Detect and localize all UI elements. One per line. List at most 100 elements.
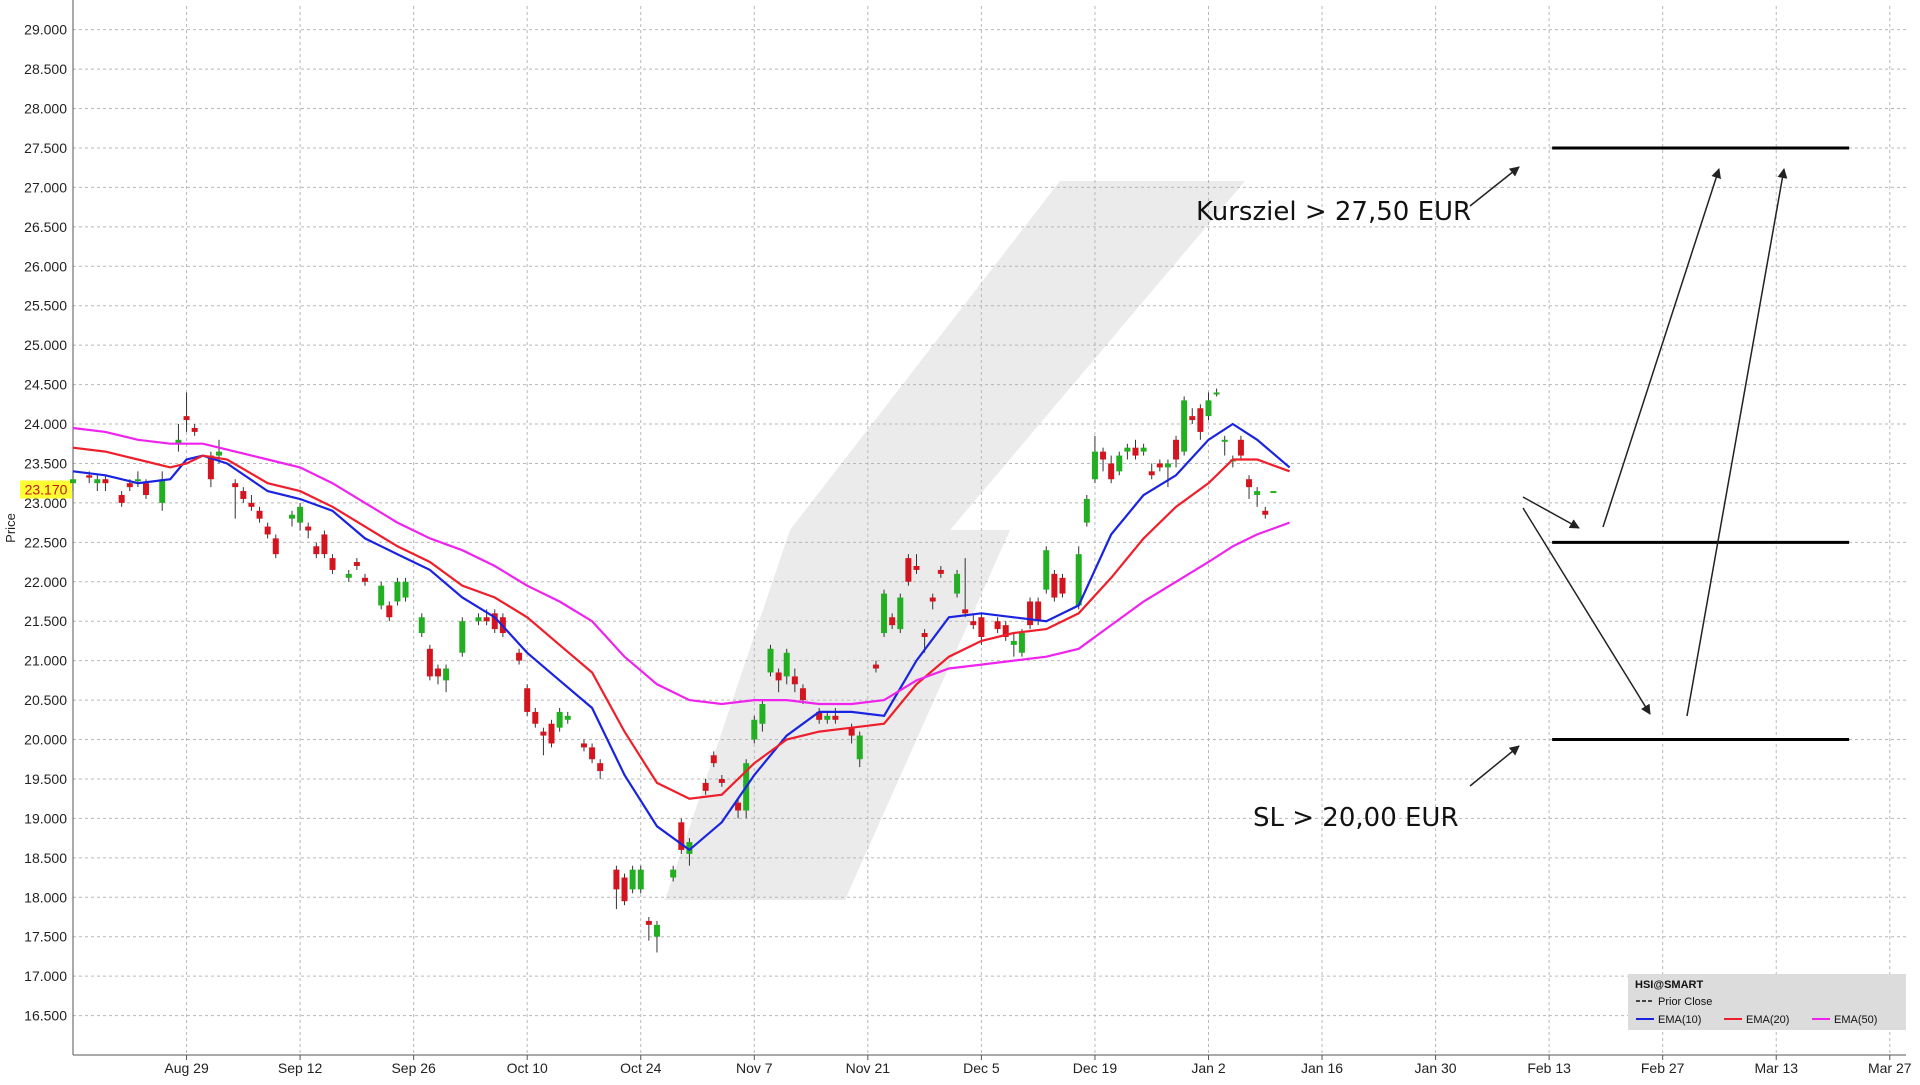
candle bbox=[426, 644, 433, 681]
series-line-ema50 bbox=[72, 426, 1290, 706]
candle-body bbox=[799, 688, 806, 701]
y-tick-label: 27.500 bbox=[24, 140, 67, 156]
legend-item-ema20: EMA(20) bbox=[1746, 1014, 1789, 1026]
candle bbox=[783, 648, 790, 685]
y-tick-label: 22.000 bbox=[24, 574, 67, 590]
x-tick-label: Jan 30 bbox=[1415, 1060, 1457, 1076]
candle-body bbox=[70, 479, 76, 484]
candle bbox=[305, 522, 312, 539]
y-tick-label: 26.000 bbox=[24, 258, 67, 274]
x-tick-label: Dec 19 bbox=[1073, 1060, 1118, 1076]
candle-body bbox=[1270, 491, 1277, 494]
candle-body bbox=[832, 715, 839, 720]
candle bbox=[678, 818, 685, 854]
candle-body bbox=[1100, 451, 1107, 460]
candle-body bbox=[321, 534, 328, 555]
candle bbox=[1010, 633, 1017, 657]
y-tick-label: 25.000 bbox=[24, 337, 67, 353]
candle-body bbox=[1051, 573, 1058, 598]
candle-body bbox=[288, 514, 295, 519]
y-tick-label: 17.500 bbox=[24, 929, 67, 945]
candle bbox=[589, 743, 596, 764]
candle-body bbox=[645, 920, 652, 925]
candle-body bbox=[394, 581, 401, 602]
y-tick-label: 20.000 bbox=[24, 732, 67, 748]
candle-body bbox=[475, 617, 482, 622]
candle-body bbox=[102, 479, 109, 484]
watermark-shape bbox=[665, 181, 1245, 900]
candle bbox=[232, 479, 239, 519]
candle bbox=[94, 475, 101, 492]
candle bbox=[443, 664, 450, 693]
candle bbox=[402, 577, 409, 602]
candle bbox=[751, 715, 758, 744]
y-tick-label: 24.000 bbox=[24, 416, 67, 432]
candle-body bbox=[702, 782, 709, 791]
candle bbox=[1051, 569, 1058, 602]
legend-item-ema10: EMA(10) bbox=[1658, 1014, 1701, 1026]
x-tick-label: Feb 13 bbox=[1527, 1060, 1571, 1076]
candle-body bbox=[1173, 439, 1180, 460]
candle bbox=[1173, 435, 1180, 468]
x-tick-label: Jan 2 bbox=[1191, 1060, 1225, 1076]
candle-body bbox=[897, 597, 904, 630]
candle bbox=[175, 424, 182, 452]
candle bbox=[1246, 475, 1253, 499]
x-tick-label: Nov 21 bbox=[846, 1060, 891, 1076]
candle-body bbox=[418, 617, 425, 634]
candle bbox=[670, 865, 677, 882]
candle-body bbox=[564, 715, 571, 720]
candle bbox=[1270, 491, 1277, 494]
candle bbox=[799, 684, 806, 705]
candle bbox=[1156, 459, 1163, 472]
stop-loss-annotation: SL > 20,00 EUR bbox=[1253, 803, 1459, 833]
arrow bbox=[1469, 745, 1520, 787]
candle bbox=[394, 577, 401, 606]
candle bbox=[775, 668, 782, 693]
candle-body bbox=[1221, 439, 1228, 442]
candle-body bbox=[1035, 601, 1042, 622]
candle bbox=[1205, 392, 1212, 421]
candle bbox=[816, 707, 823, 724]
candle-body bbox=[889, 617, 896, 626]
candle-body bbox=[532, 711, 539, 724]
legend-prior-close: Prior Close bbox=[1658, 996, 1712, 1008]
y-tick-label: 20.500 bbox=[24, 692, 67, 708]
candle bbox=[1116, 451, 1123, 476]
candle-body bbox=[142, 483, 149, 496]
candle-body bbox=[524, 688, 531, 712]
candle bbox=[118, 491, 125, 507]
candle-body bbox=[361, 577, 368, 582]
candle bbox=[1108, 455, 1115, 484]
candle bbox=[1181, 396, 1188, 456]
candle bbox=[970, 613, 977, 630]
candle-body bbox=[580, 743, 587, 748]
candles bbox=[70, 388, 1277, 953]
y-tick-label: 23.500 bbox=[24, 455, 67, 471]
candle-body bbox=[1181, 400, 1188, 452]
candle-body bbox=[678, 822, 685, 850]
candle-body bbox=[1140, 447, 1147, 452]
candle bbox=[597, 759, 604, 779]
candle bbox=[378, 581, 385, 610]
candle-body bbox=[434, 668, 441, 677]
candle-body bbox=[1213, 392, 1220, 395]
candle-body bbox=[443, 668, 450, 681]
y-tick-label: 23.000 bbox=[24, 495, 67, 511]
candle-body bbox=[759, 704, 766, 724]
candle bbox=[653, 920, 660, 953]
candle-body bbox=[1156, 463, 1163, 468]
candle-body bbox=[386, 605, 393, 618]
candle bbox=[159, 471, 166, 511]
current-price-tag: 23.170 bbox=[20, 480, 72, 499]
candle-body bbox=[1246, 479, 1253, 488]
candle-body bbox=[1116, 455, 1123, 472]
x-tick-label: Feb 27 bbox=[1641, 1060, 1685, 1076]
candle bbox=[102, 475, 109, 492]
candle bbox=[361, 573, 368, 586]
candle bbox=[718, 775, 725, 787]
candle-body bbox=[1010, 640, 1017, 645]
candle-body bbox=[621, 877, 628, 902]
